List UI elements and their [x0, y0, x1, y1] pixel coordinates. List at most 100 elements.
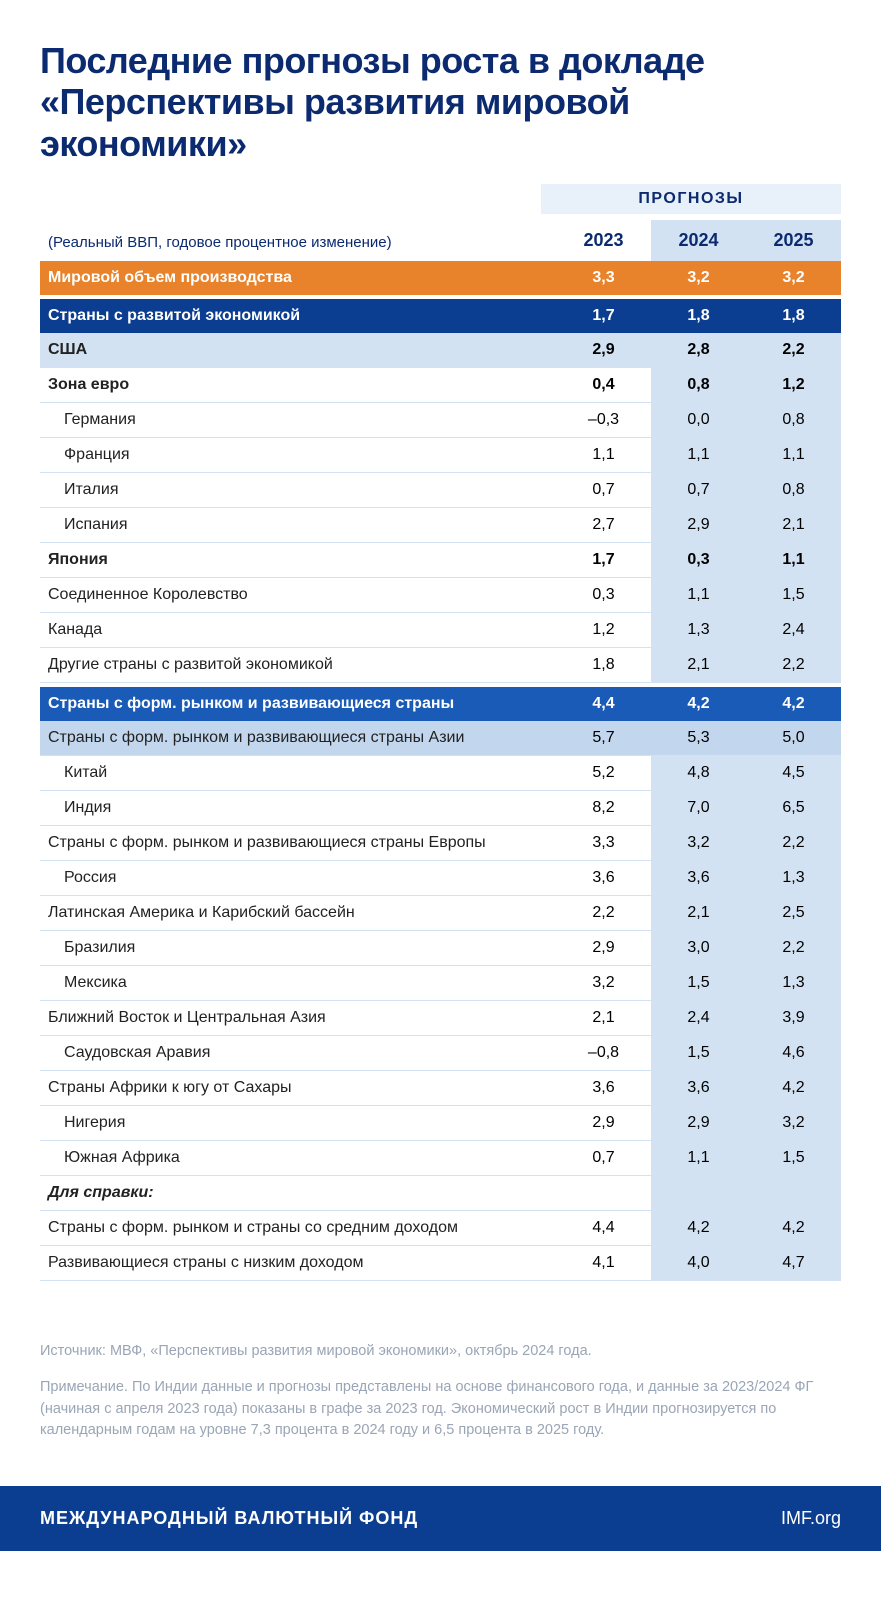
table-row: Италия0,70,70,8: [40, 473, 841, 508]
row-value: 5,3: [651, 721, 746, 756]
row-value: 0,7: [556, 473, 651, 508]
row-value: 1,2: [556, 613, 651, 648]
header-area: Последние прогнозы роста в докладе «Перс…: [0, 0, 881, 184]
row-label: Страны с форм. рынком и страны со средни…: [40, 1211, 556, 1246]
row-label: Канада: [40, 613, 556, 648]
row-value: 3,3: [556, 261, 651, 295]
table-row: Франция1,11,11,1: [40, 438, 841, 473]
table-row: Нигерия2,92,93,2: [40, 1106, 841, 1141]
row-value: 1,2: [746, 368, 841, 403]
row-value: 0,8: [746, 473, 841, 508]
table-row: Канада1,21,32,4: [40, 613, 841, 648]
table-body: Мировой объем производства3,33,23,2 Стран…: [40, 261, 841, 1281]
row-value: 0,8: [746, 403, 841, 438]
table-row: Страны с форм. рынком и развивающиеся ст…: [40, 687, 841, 721]
row-value: 4,2: [746, 1071, 841, 1106]
row-value: 3,2: [746, 1106, 841, 1141]
projections-label: ПРОГНОЗЫ: [541, 184, 841, 214]
table-wrapper: (Реальный ВВП, годовое процентное измене…: [0, 220, 881, 1281]
footer-bar: МЕЖДУНАРОДНЫЙ ВАЛЮТНЫЙ ФОНД IMF.org: [0, 1486, 881, 1551]
row-value: 4,8: [651, 756, 746, 791]
table-row: Индия8,27,06,5: [40, 791, 841, 826]
row-value: [556, 1176, 651, 1211]
row-value: 1,7: [556, 543, 651, 578]
row-value: 2,9: [651, 1106, 746, 1141]
header-row: (Реальный ВВП, годовое процентное измене…: [40, 220, 841, 261]
row-value: 1,7: [556, 299, 651, 333]
row-value: 8,2: [556, 791, 651, 826]
table-row: Германия–0,30,00,8: [40, 403, 841, 438]
row-value: 2,2: [746, 648, 841, 683]
row-value: 1,1: [746, 543, 841, 578]
row-label: Франция: [40, 438, 556, 473]
row-value: 3,2: [556, 966, 651, 1001]
table-row: Япония1,70,31,1: [40, 543, 841, 578]
row-label: Другие страны с развитой экономикой: [40, 648, 556, 683]
row-label: Мексика: [40, 966, 556, 1001]
row-label: Япония: [40, 543, 556, 578]
table-row: Мексика3,21,51,3: [40, 966, 841, 1001]
row-label: Страны с форм. рынком и развивающиеся ст…: [40, 687, 556, 721]
row-label: Страны с развитой экономикой: [40, 299, 556, 333]
row-value: 4,7: [746, 1246, 841, 1281]
row-value: 1,8: [651, 299, 746, 333]
row-label: Соединенное Королевство: [40, 578, 556, 613]
footnotes-area: Источник: МВФ, «Перспективы развития мир…: [0, 1281, 881, 1486]
row-value: 3,6: [651, 1071, 746, 1106]
row-value: 1,5: [651, 1036, 746, 1071]
row-value: 5,7: [556, 721, 651, 756]
row-value: 0,4: [556, 368, 651, 403]
footnote-text: Примечание. По Индии данные и прогнозы п…: [40, 1377, 841, 1442]
row-value: 2,7: [556, 508, 651, 543]
row-value: 2,2: [746, 826, 841, 861]
row-label: Латинская Америка и Карибский бассейн: [40, 896, 556, 931]
row-value: 7,0: [651, 791, 746, 826]
row-label: Зона евро: [40, 368, 556, 403]
row-value: 2,5: [746, 896, 841, 931]
row-label: Россия: [40, 861, 556, 896]
infographic-container: Последние прогнозы роста в докладе «Перс…: [0, 0, 881, 1551]
row-value: 0,7: [556, 1141, 651, 1176]
row-value: 2,2: [746, 931, 841, 966]
row-value: 1,3: [746, 966, 841, 1001]
row-value: 4,2: [651, 1211, 746, 1246]
row-label: Саудовская Аравия: [40, 1036, 556, 1071]
table-row: Страны с форм. рынком и страны со средни…: [40, 1211, 841, 1246]
row-value: 3,2: [746, 261, 841, 295]
table-row: Россия3,63,61,3: [40, 861, 841, 896]
table-row: Развивающиеся страны с низким доходом4,1…: [40, 1246, 841, 1281]
footer-url: IMF.org: [781, 1508, 841, 1529]
row-value: [651, 1176, 746, 1211]
row-label: Нигерия: [40, 1106, 556, 1141]
row-value: –0,8: [556, 1036, 651, 1071]
row-value: 0,3: [651, 543, 746, 578]
table-row: Мировой объем производства3,33,23,2: [40, 261, 841, 295]
row-label: Южная Африка: [40, 1141, 556, 1176]
row-label: Китай: [40, 756, 556, 791]
row-label: Для справки:: [40, 1176, 556, 1211]
row-value: 1,3: [651, 613, 746, 648]
row-value: 1,5: [746, 1141, 841, 1176]
row-value: 4,1: [556, 1246, 651, 1281]
row-value: 2,4: [746, 613, 841, 648]
table-row: Испания2,72,92,1: [40, 508, 841, 543]
row-value: 3,2: [651, 261, 746, 295]
row-value: 4,6: [746, 1036, 841, 1071]
row-value: 2,9: [556, 333, 651, 368]
row-value: 3,3: [556, 826, 651, 861]
row-value: 0,7: [651, 473, 746, 508]
gdp-table: (Реальный ВВП, годовое процентное измене…: [40, 220, 841, 1281]
table-row: Страны с форм. рынком и развивающиеся ст…: [40, 826, 841, 861]
row-value: 2,1: [651, 896, 746, 931]
row-value: 1,1: [746, 438, 841, 473]
row-value: 1,1: [651, 578, 746, 613]
row-label: Испания: [40, 508, 556, 543]
table-row: Ближний Восток и Центральная Азия2,12,43…: [40, 1001, 841, 1036]
table-row: США2,92,82,2: [40, 333, 841, 368]
table-row: Соединенное Королевство0,31,11,5: [40, 578, 841, 613]
row-value: 2,1: [651, 648, 746, 683]
table-row: Страны с форм. рынком и развивающиеся ст…: [40, 721, 841, 756]
row-value: 0,8: [651, 368, 746, 403]
table-row: Для справки:: [40, 1176, 841, 1211]
row-value: 2,1: [556, 1001, 651, 1036]
